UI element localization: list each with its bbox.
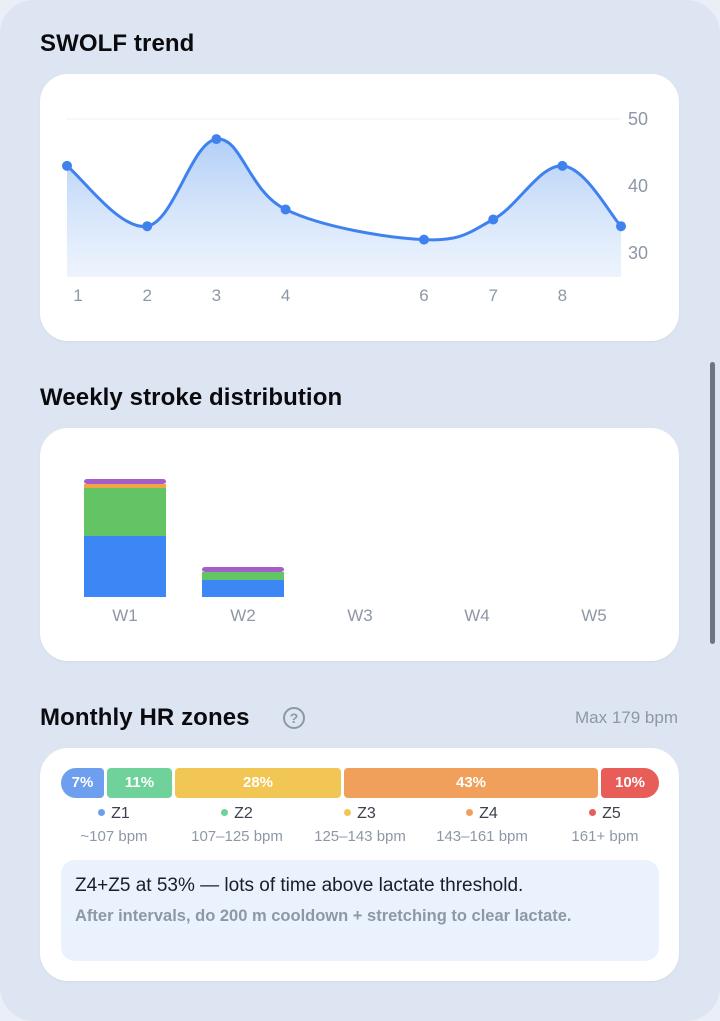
zone-legend-z2: Z2 <box>177 805 297 823</box>
stroke-bar-segment[interactable] <box>202 580 284 597</box>
strokes-chart[interactable] <box>0 0 720 660</box>
week-label: W1 <box>112 606 138 625</box>
trend-point[interactable] <box>557 160 568 171</box>
x-tick-label: 1 <box>73 286 82 305</box>
zone-dot <box>344 809 352 817</box>
zone-dot <box>589 809 597 817</box>
y-tick-label: 40 <box>628 176 648 196</box>
trend-point[interactable] <box>142 221 153 232</box>
zone-range-label: 161+ bpm <box>571 828 639 845</box>
zone-legend-z4: Z4 <box>422 805 542 823</box>
week-label: W5 <box>581 606 607 625</box>
y-tick-label: 30 <box>628 243 648 263</box>
max-hr-label: Max 179 bpm <box>575 708 678 727</box>
zone-range-label: 107–125 bpm <box>191 828 283 845</box>
zone-bar-z5[interactable]: 10% <box>601 768 659 798</box>
hr-title: Monthly HR zones <box>40 704 250 731</box>
zone-dot <box>466 809 474 817</box>
week-label: W2 <box>230 606 256 625</box>
zone-range-label: 125–143 bpm <box>314 828 406 845</box>
help-icon[interactable]: ? <box>283 707 305 729</box>
zone-range-label: ~107 bpm <box>80 828 148 845</box>
week-label: W3 <box>347 606 373 625</box>
zone-dot <box>221 809 229 817</box>
stroke-bar-segment[interactable] <box>84 484 166 488</box>
zone-name-label: Z4 <box>479 805 498 822</box>
zone-range-label: 143–161 bpm <box>436 828 528 845</box>
week-label: W4 <box>464 606 490 625</box>
zone-dot <box>98 809 106 817</box>
zone-legend-z5: Z5 <box>545 805 665 823</box>
insight-sub-text: After intervals, do 200 m cooldown + str… <box>75 907 572 925</box>
zone-bar-z4[interactable]: 43% <box>344 768 598 798</box>
swolf-chart[interactable]: 50 40 30 1 2 3 4 6 7 8 <box>0 0 720 360</box>
zone-legend-z1: Z1 <box>54 805 174 823</box>
zone-bar-z2[interactable]: 11% <box>107 768 172 798</box>
trend-point[interactable] <box>211 134 222 145</box>
stroke-bar-segment[interactable] <box>84 536 166 597</box>
trend-point[interactable] <box>280 204 291 215</box>
zone-name-label: Z5 <box>602 805 621 822</box>
insight-box: Z4+Z5 at 53% — lots of time above lactat… <box>61 860 659 961</box>
zone-name-label: Z3 <box>357 805 376 822</box>
stroke-bar-segment[interactable] <box>84 488 166 536</box>
zone-name-label: Z1 <box>111 805 130 822</box>
trend-point[interactable] <box>616 221 626 232</box>
trend-point[interactable] <box>62 160 72 171</box>
x-tick-label: 7 <box>488 286 497 305</box>
trend-point[interactable] <box>419 234 429 245</box>
trend-area <box>67 138 621 277</box>
x-tick-label: 4 <box>281 286 290 305</box>
y-tick-label: 50 <box>628 109 648 129</box>
x-tick-label: 2 <box>142 286 151 305</box>
stroke-bar-segment[interactable] <box>84 479 166 484</box>
x-tick-label: 8 <box>558 286 567 305</box>
trend-line <box>65 137 623 242</box>
zone-name-label: Z2 <box>234 805 253 822</box>
stroke-bar-segment[interactable] <box>202 567 284 572</box>
insight-main-text: Z4+Z5 at 53% — lots of time above lactat… <box>75 875 524 896</box>
swolf-title: SWOLF trend <box>40 30 195 57</box>
x-tick-label: 3 <box>212 286 221 305</box>
strokes-title: Weekly stroke distribution <box>40 384 343 411</box>
stroke-bar-segment[interactable] <box>202 572 284 580</box>
zone-bar-z3[interactable]: 28% <box>175 768 341 798</box>
scrollbar[interactable] <box>710 362 715 644</box>
x-tick-label: 6 <box>419 286 428 305</box>
trend-point[interactable] <box>488 214 499 225</box>
zone-bar-z1[interactable]: 7% <box>61 768 104 798</box>
zone-legend-z3: Z3 <box>300 805 420 823</box>
